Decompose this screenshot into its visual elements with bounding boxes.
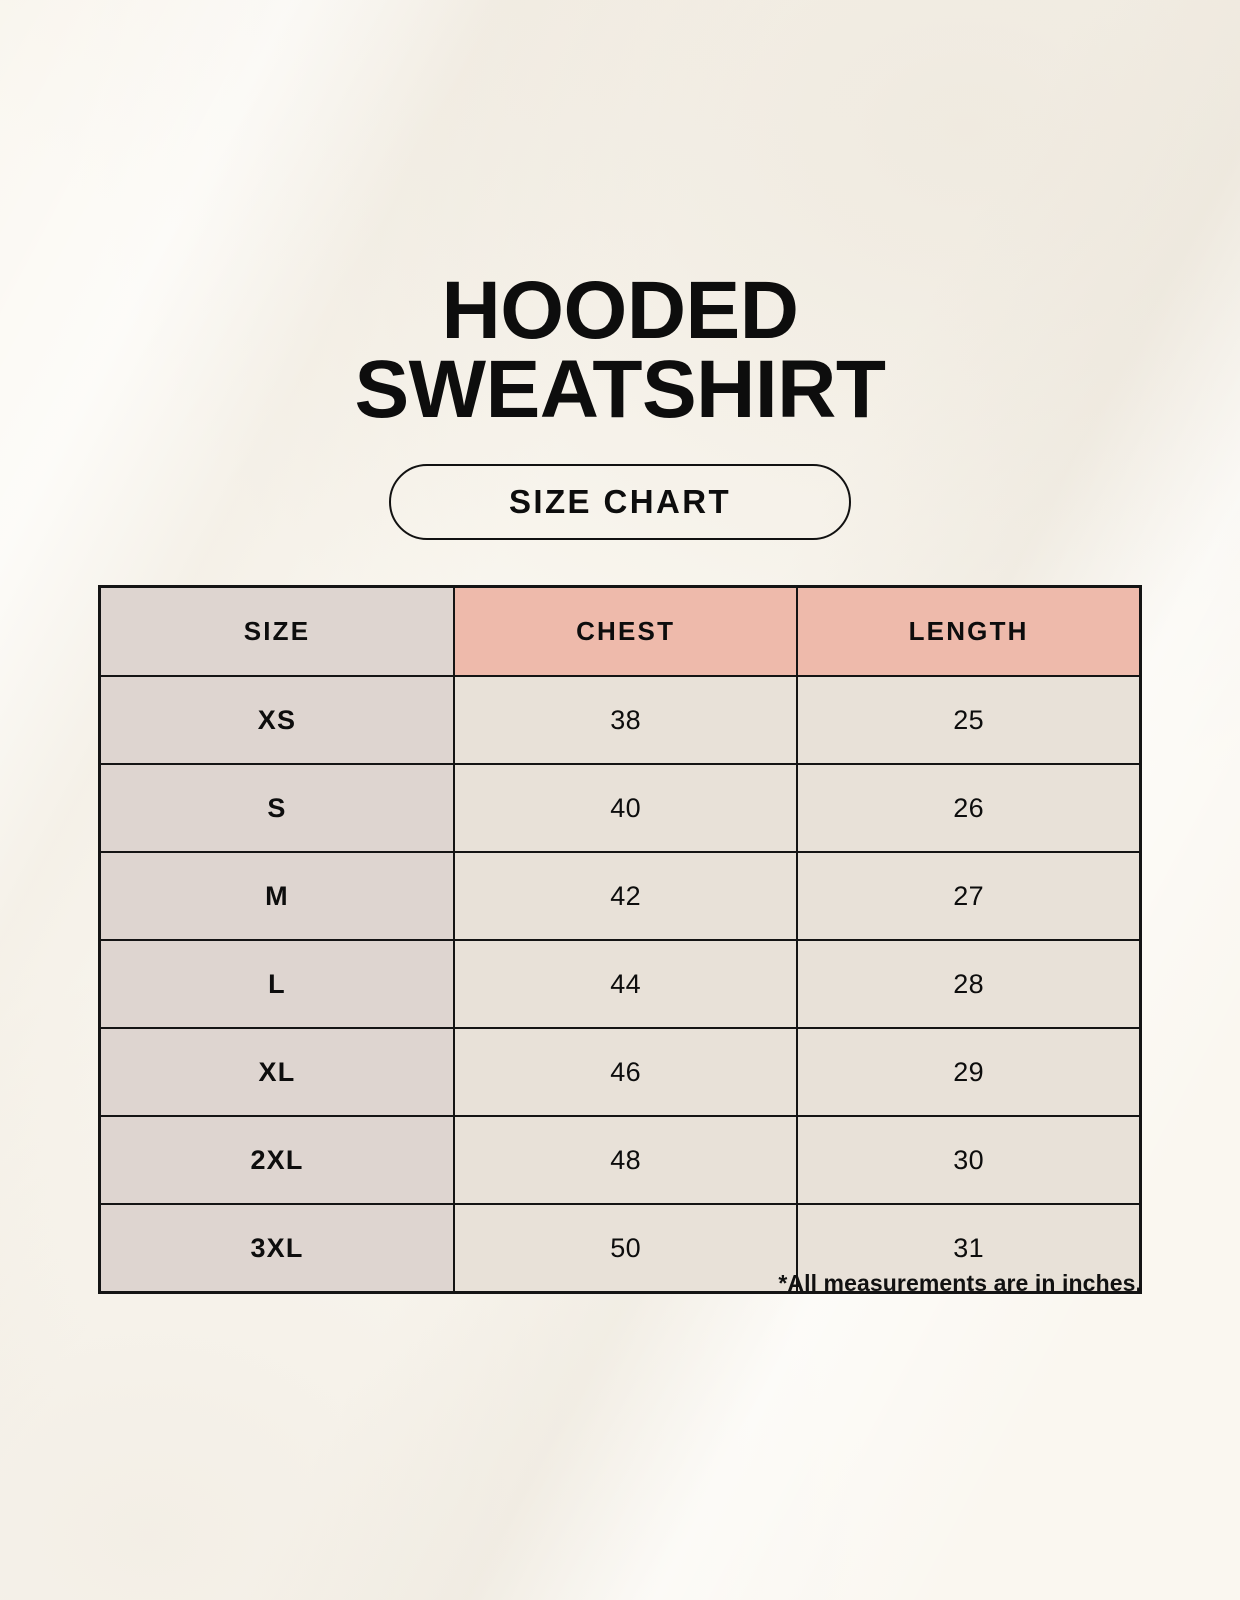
cell-size: S	[98, 763, 455, 853]
table-row: 3XL 50 31	[98, 1203, 1142, 1294]
cell-size: XL	[98, 1027, 455, 1117]
cell-length: 31	[796, 1203, 1142, 1294]
cell-chest: 40	[452, 763, 799, 853]
size-table: SIZE CHEST LENGTH XS 38 25 S 40 26 M	[98, 585, 1142, 1294]
measurement-footnote: *All measurements are in inches.	[778, 1270, 1142, 1296]
title-line-1: HOODED	[441, 265, 799, 356]
size-chart-badge-label: SIZE CHART	[509, 483, 731, 520]
cell-size: 3XL	[98, 1203, 455, 1294]
cell-chest: 48	[452, 1115, 799, 1205]
cell-length: 27	[796, 851, 1142, 941]
cell-chest: 46	[452, 1027, 799, 1117]
table-header-row: SIZE CHEST LENGTH	[98, 585, 1142, 677]
cell-size: L	[98, 939, 455, 1029]
cell-size: 2XL	[98, 1115, 455, 1205]
cell-size: M	[98, 851, 455, 941]
title-line-2: SWEATSHIRT	[354, 343, 886, 435]
table-row: S 40 26	[98, 763, 1142, 853]
size-chart-badge[interactable]: SIZE CHART	[389, 464, 851, 540]
cell-chest: 44	[452, 939, 799, 1029]
cell-length: 25	[796, 675, 1142, 765]
table-row: 2XL 48 30	[98, 1115, 1142, 1205]
size-table-container: SIZE CHEST LENGTH XS 38 25 S 40 26 M	[98, 585, 1142, 1294]
page-title: HOODED SWEATSHIRT	[0, 265, 1240, 435]
cell-chest: 50	[452, 1203, 799, 1294]
cell-length: 28	[796, 939, 1142, 1029]
column-header-length: LENGTH	[796, 585, 1142, 677]
column-header-chest: CHEST	[452, 585, 799, 677]
cell-length: 29	[796, 1027, 1142, 1117]
cell-length: 26	[796, 763, 1142, 853]
cell-size: XS	[98, 675, 455, 765]
cell-chest: 42	[452, 851, 799, 941]
table-row: XS 38 25	[98, 675, 1142, 765]
cell-chest: 38	[452, 675, 799, 765]
cell-length: 30	[796, 1115, 1142, 1205]
badge-container: SIZE CHART	[0, 464, 1240, 540]
table-row: XL 46 29	[98, 1027, 1142, 1117]
size-table-body: XS 38 25 S 40 26 M 42 27 L 44 28	[98, 675, 1142, 1294]
table-row: M 42 27	[98, 851, 1142, 941]
column-header-size: SIZE	[98, 585, 455, 677]
table-row: L 44 28	[98, 939, 1142, 1029]
size-table-head: SIZE CHEST LENGTH	[98, 585, 1142, 677]
